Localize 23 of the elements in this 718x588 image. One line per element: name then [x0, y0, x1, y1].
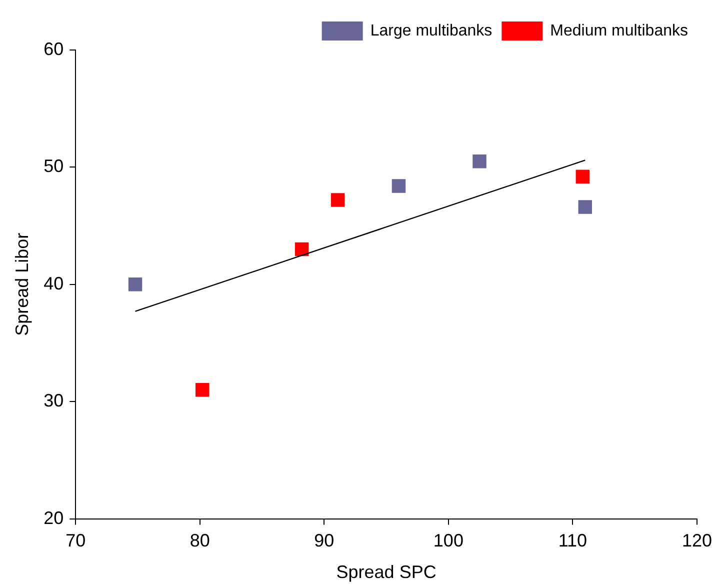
legend-label: Medium multibanks	[550, 22, 688, 40]
point	[576, 170, 590, 184]
y-axis-title: Spread Libor	[12, 232, 32, 336]
point	[196, 383, 210, 397]
y-tick-label: 30	[44, 390, 64, 411]
x-tick-label: 70	[66, 530, 86, 551]
x-tick-label: 80	[190, 530, 210, 551]
y-tick-label: 20	[44, 508, 64, 528]
x-tick-label: 90	[314, 530, 334, 551]
y-tick-label: 40	[44, 273, 64, 294]
point	[472, 154, 486, 168]
y-tick-label: 60	[44, 38, 64, 59]
x-axis-title: Spread SPC	[336, 562, 436, 582]
x-tick-label: 100	[433, 530, 464, 551]
point	[330, 193, 345, 207]
point	[128, 278, 142, 292]
x-tick-label: 120	[682, 530, 712, 551]
point	[578, 200, 592, 214]
y-tick-label: 50	[44, 156, 64, 176]
x-tick-label: 110	[558, 530, 588, 551]
point	[294, 242, 309, 256]
legend-label: Large multibanks	[370, 22, 492, 40]
point	[392, 179, 406, 193]
